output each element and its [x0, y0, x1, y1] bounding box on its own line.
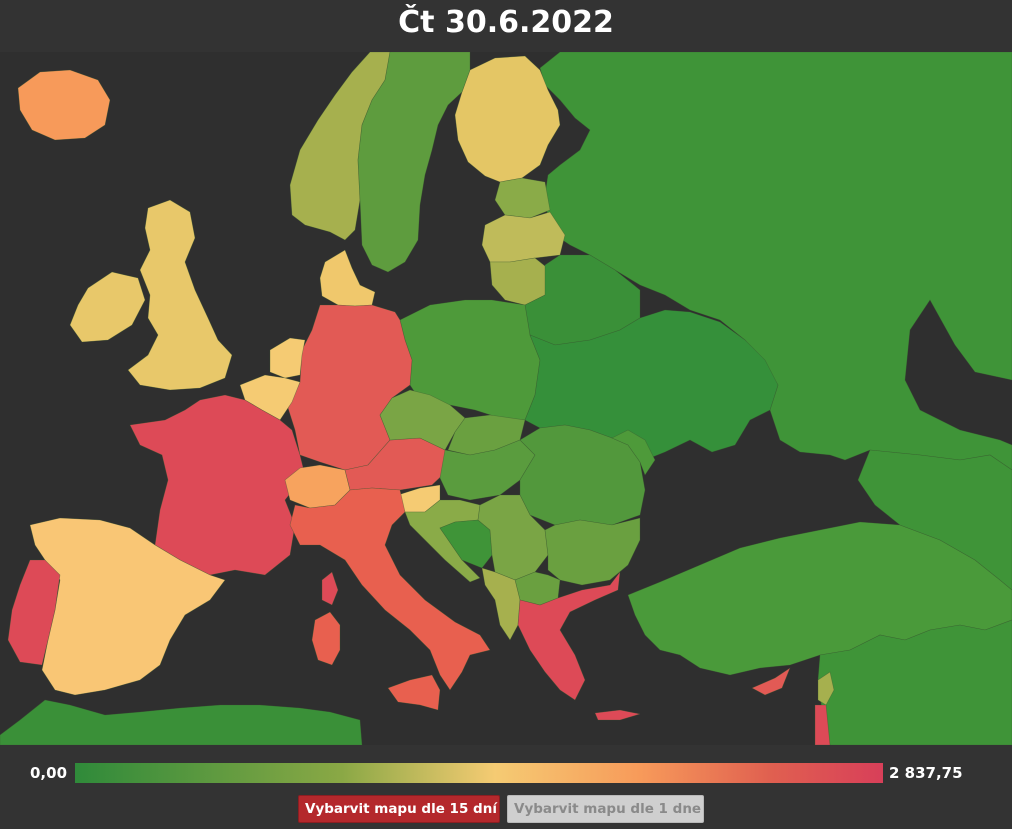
region-netherlands[interactable]: [269, 337, 306, 379]
region-ireland[interactable]: [69, 271, 146, 343]
region-italy[interactable]: [289, 487, 491, 691]
region-estonia[interactable]: [494, 177, 551, 219]
region-iceland[interactable]: [17, 69, 111, 141]
region-greece[interactable]: [517, 570, 621, 701]
region-albania[interactable]: [481, 567, 521, 641]
choropleth-map[interactable]: [0, 52, 1012, 745]
legend-color-scale: [75, 763, 883, 783]
region-israel[interactable]: [814, 704, 831, 745]
legend-min-label: 0,00: [30, 764, 68, 782]
region-lebanon[interactable]: [817, 671, 835, 706]
region-moldova[interactable]: [611, 429, 656, 476]
page-title: Čt 30.6.2022: [398, 5, 614, 40]
region-corsica[interactable]: [321, 571, 339, 606]
region-cyprus[interactable]: [751, 667, 791, 696]
region-sicily[interactable]: [387, 674, 441, 711]
region-bulgaria[interactable]: [544, 517, 641, 586]
legend-max-label: 2 837,75: [889, 764, 963, 782]
color-map-1-day-button[interactable]: Vybarvit mapu dle 1 dne: [507, 795, 704, 823]
region-romania[interactable]: [519, 424, 646, 526]
region-north-africa[interactable]: [0, 699, 363, 745]
region-portugal[interactable]: [7, 559, 61, 666]
region-georgia[interactable]: [857, 449, 1012, 591]
region-crete[interactable]: [594, 709, 641, 721]
region-sweden[interactable]: [357, 52, 471, 273]
region-united-kingdom[interactable]: [127, 199, 233, 391]
color-map-15-days-button[interactable]: Vybarvit mapu dle 15 dní: [298, 795, 500, 823]
region-finland[interactable]: [454, 55, 561, 183]
region-sardinia[interactable]: [311, 611, 341, 666]
region-france[interactable]: [129, 394, 306, 576]
